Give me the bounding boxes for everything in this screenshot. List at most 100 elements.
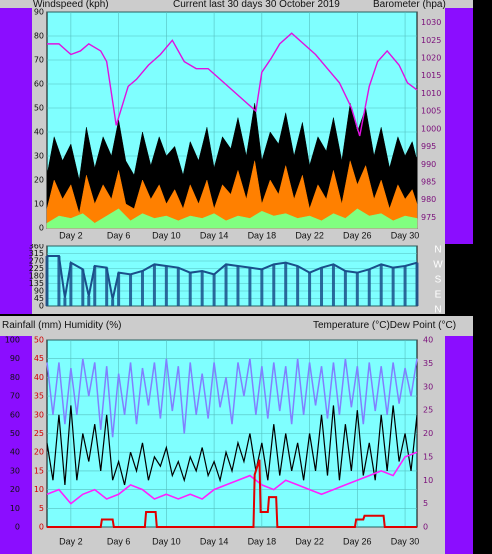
rain-tick-label: 30 <box>34 410 44 419</box>
compass-label: S <box>435 275 442 286</box>
left-axis-band <box>0 336 32 554</box>
barometer-tick-label: 1000 <box>421 124 441 133</box>
barometer-tick-label: 985 <box>421 177 436 186</box>
rain-tick-label: 0 <box>39 523 44 532</box>
barometer-tick-label: 1025 <box>421 36 441 45</box>
barometer-tick-label: 980 <box>421 195 436 204</box>
barometer-line <box>47 32 418 137</box>
wind-tick-label: 0 <box>39 224 44 233</box>
compass-label: W <box>433 260 443 271</box>
wind-tick-label: 70 <box>34 56 44 65</box>
windspeed-axis-title: Windspeed (kph) <box>33 0 109 10</box>
humidity-line <box>46 358 418 438</box>
humidity-tick-label: 10 <box>10 504 20 513</box>
rain-tick-label: 15 <box>34 466 44 475</box>
humidity-tick-label: 50 <box>10 429 20 438</box>
wind-tick-label: 80 <box>34 32 44 41</box>
direction-tick-label: 360 <box>29 244 44 251</box>
temperature-tick-label: 15 <box>423 452 433 461</box>
temperature-tick-label: 20 <box>423 429 433 438</box>
x-tick-label: Day 26 <box>343 536 372 546</box>
humidity-tick-label: 20 <box>10 485 20 494</box>
barometer-tick-label: 1030 <box>421 18 441 27</box>
barometer-tick-label: 990 <box>421 160 436 169</box>
x-tick-label: Day 30 <box>391 536 420 546</box>
direction-tick-label: 45 <box>34 294 44 303</box>
barometer-tick-label: 1005 <box>421 107 441 116</box>
wind-tick-label: 30 <box>34 152 44 161</box>
x-tick-label: Day 22 <box>295 230 324 240</box>
x-tick-label: Day 10 <box>152 536 181 546</box>
x-tick-label: Day 2 <box>59 536 83 546</box>
left-axis-band <box>0 244 32 314</box>
wind-min-area <box>46 208 418 229</box>
rain-tick-label: 50 <box>34 336 44 345</box>
rain-tick-label: 10 <box>34 485 44 494</box>
x-tick-label: Day 26 <box>343 230 372 240</box>
barometer-tick-label: 995 <box>421 142 436 151</box>
compass-label: N <box>434 245 441 256</box>
temperature-tick-label: 35 <box>423 359 433 368</box>
wind-tick-label: 60 <box>34 80 44 89</box>
x-tick-label: Day 6 <box>107 230 131 240</box>
chart-title: Current last 30 days 30 October 2019 <box>173 0 340 10</box>
direction-panel: 0 45 90 135 180 225 270 315 360 N W S E N <box>0 244 473 314</box>
dew-point-line <box>46 451 418 505</box>
left-axis-band <box>0 8 32 244</box>
direction-tick-label: 270 <box>29 257 44 266</box>
temperature-tick-label: 5 <box>423 499 428 508</box>
compass-label: E <box>435 290 442 301</box>
right-axis-band <box>445 336 473 554</box>
rain-tick-label: 5 <box>39 504 44 513</box>
x-tick-label: Day 14 <box>200 536 229 546</box>
temperature-tick-label: 40 <box>423 336 433 345</box>
x-tick-label: Day 30 <box>391 230 420 240</box>
barometer-tick-label: 1015 <box>421 71 441 80</box>
rain-humidity-axis-title: Rainfall (mm) Humidity (%) <box>2 320 122 331</box>
wind-tick-label: 90 <box>34 8 44 17</box>
rain-tick-label: 45 <box>34 354 44 363</box>
humidity-tick-label: 100 <box>5 336 20 345</box>
direction-line <box>47 255 418 300</box>
humidity-tick-label: 30 <box>10 466 20 475</box>
wind-barometer-panel: Windspeed (kph) Current last 30 days 30 … <box>0 0 473 244</box>
direction-tick-label: 90 <box>34 287 44 296</box>
rain-tick-label: 20 <box>34 448 44 457</box>
rainfall-line <box>47 459 417 528</box>
barometer-tick-label: 1010 <box>421 89 441 98</box>
humidity-tick-label: 90 <box>10 354 20 363</box>
wind-tick-label: 50 <box>34 104 44 113</box>
direction-tick-label: 315 <box>29 249 44 258</box>
barometer-tick-label: 975 <box>421 213 436 222</box>
humidity-tick-label: 80 <box>10 373 20 382</box>
x-tick-label: Day 18 <box>248 536 277 546</box>
rain-temp-panel: Rainfall (mm) Humidity (%) Temperature (… <box>0 316 473 554</box>
humidity-tick-label: 0 <box>15 523 20 532</box>
x-tick-label: Day 18 <box>248 230 277 240</box>
rain-tick-label: 25 <box>34 429 44 438</box>
temperature-tick-label: 0 <box>423 523 428 532</box>
x-tick-label: Day 6 <box>107 536 131 546</box>
humidity-tick-label: 60 <box>10 410 20 419</box>
wind-tick-label: 40 <box>34 128 44 137</box>
wind-tick-label: 20 <box>34 176 44 185</box>
right-axis-band <box>445 8 473 244</box>
direction-tick-label: 225 <box>29 264 44 273</box>
temp-dewpoint-axis-title: Temperature (°C)Dew Point (°C) <box>313 320 457 331</box>
temperature-tick-label: 25 <box>423 406 433 415</box>
direction-tick-label: 135 <box>29 279 44 288</box>
barometer-tick-label: 1020 <box>421 54 441 63</box>
right-axis-band <box>445 244 473 314</box>
rain-temp-chart: 0102030405060708090100051015202530354045… <box>0 336 473 554</box>
wind-average-area <box>46 160 418 229</box>
temperature-tick-label: 10 <box>423 476 433 485</box>
wind-barometer-chart: 0102030405060708090975980985990995100010… <box>0 8 473 244</box>
x-tick-label: Day 2 <box>59 230 83 240</box>
direction-tick-label: 180 <box>29 272 44 281</box>
wind-tick-label: 10 <box>34 200 44 209</box>
direction-tick-label: 0 <box>39 302 44 311</box>
humidity-tick-label: 70 <box>10 392 20 401</box>
x-tick-label: Day 14 <box>200 230 229 240</box>
x-tick-label: Day 22 <box>295 536 324 546</box>
